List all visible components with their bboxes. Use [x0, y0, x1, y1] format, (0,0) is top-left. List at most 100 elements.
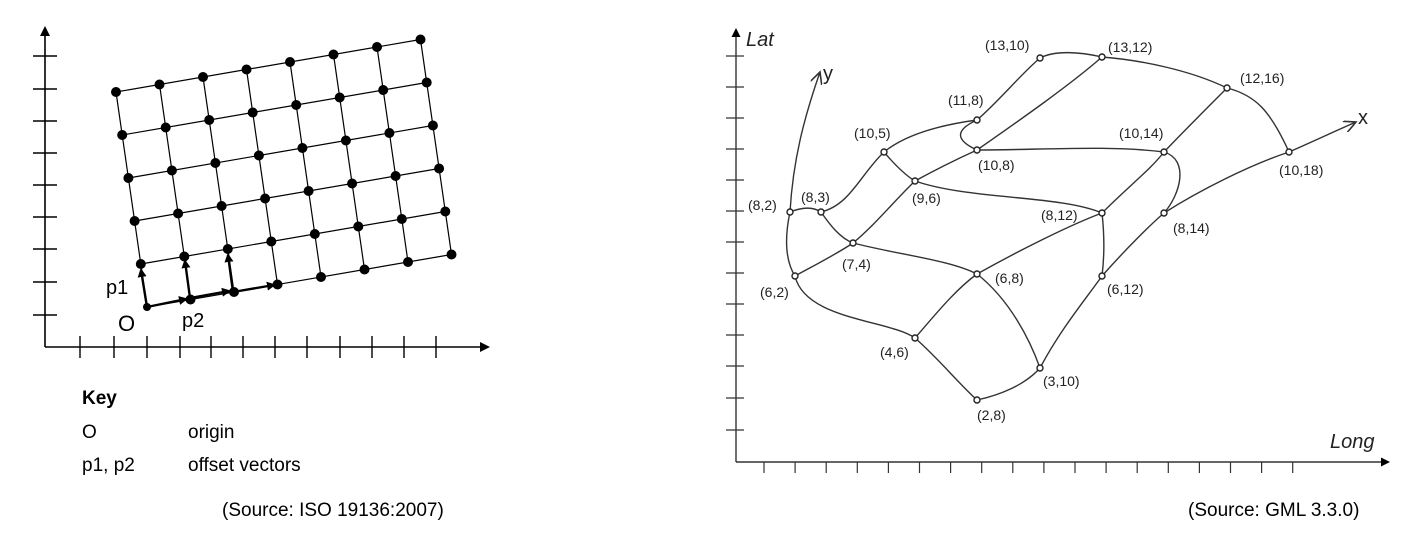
x-direction-arrow — [1288, 122, 1356, 153]
grid-point — [247, 107, 258, 118]
grid-node — [817, 208, 825, 216]
grid-point — [253, 150, 264, 161]
grid-point — [440, 206, 451, 217]
left-source-caption: (Source: ISO 19136:2007) — [222, 500, 444, 521]
grid-curve — [794, 275, 916, 339]
grid-point — [347, 178, 358, 189]
grid-curve — [976, 367, 1041, 401]
grid-point — [111, 87, 121, 97]
grid-point — [378, 85, 389, 95]
grid-row-line — [122, 81, 427, 136]
grid-col-line — [245, 69, 279, 285]
x-direction-label: x — [1358, 107, 1368, 129]
origin-label: O — [118, 311, 135, 336]
grid-point — [421, 77, 432, 88]
grid-point — [241, 64, 252, 75]
grid-point — [285, 57, 295, 67]
grid-point — [216, 201, 227, 211]
grid-figure: O p1 p2 — [33, 26, 490, 358]
grid-node-label: (6,2) — [760, 284, 789, 300]
grid-curve — [1226, 87, 1290, 153]
grid-node — [1160, 148, 1168, 156]
grid-node-label: (2,8) — [977, 407, 1006, 423]
grid-point — [434, 163, 445, 174]
grid-curve — [794, 242, 854, 277]
grid-point — [372, 42, 382, 52]
grid-node-label: (8,3) — [801, 189, 830, 205]
grid-curve — [976, 56, 1103, 151]
p2-label: p2 — [182, 310, 204, 332]
grid-curve — [1101, 56, 1228, 89]
grid-node-label: (10,8) — [978, 157, 1015, 173]
grid-point — [204, 115, 215, 125]
grid-curve — [1101, 212, 1105, 277]
grid-point — [309, 229, 320, 239]
grid-curve — [914, 149, 978, 182]
grid-node-label: (9,6) — [912, 190, 941, 206]
grid-point — [179, 251, 190, 262]
grid-point — [198, 72, 208, 82]
lat-axis-label: Lat — [746, 29, 775, 51]
curvilinear-grid-figure: Lat Long — [726, 28, 1390, 473]
grid-point — [353, 221, 364, 232]
grid-curve — [914, 273, 978, 339]
grid-col-line — [289, 61, 322, 278]
grid-point — [396, 214, 407, 224]
grid-node — [1036, 54, 1044, 62]
grid-curve — [1039, 275, 1103, 369]
grid-point — [316, 272, 326, 282]
grid-point — [129, 216, 140, 226]
p1-label: p1 — [106, 277, 128, 299]
grid-curve — [1101, 151, 1165, 214]
grid-row-line — [134, 167, 440, 222]
grid-curve — [1163, 151, 1290, 214]
grid-node-labels: (13,10) (13,12) (12,16) (11,8) (10,5) (10,14)… — [748, 37, 1323, 423]
grid-point — [390, 171, 401, 181]
grid-node-label: (6,8) — [995, 270, 1024, 286]
grid-node — [1098, 272, 1106, 280]
grid-point — [297, 143, 308, 153]
grid-node — [791, 272, 799, 280]
grid-node — [1098, 53, 1106, 61]
p2-vector-repeat — [189, 287, 231, 300]
left-axis-ticks — [33, 55, 437, 358]
grid-point — [359, 264, 370, 275]
grid-row-line — [115, 38, 421, 93]
grid-node — [973, 116, 981, 124]
grid-node — [911, 334, 919, 342]
grid-col-line — [419, 39, 453, 255]
grid-point — [334, 92, 345, 103]
grid-node-label: (13,12) — [1108, 39, 1152, 55]
grid-point — [210, 158, 221, 168]
grid-node-label: (6,12) — [1107, 281, 1144, 297]
grid-node-label: (12,16) — [1240, 70, 1284, 86]
grid-nodes — [786, 53, 1293, 404]
y-direction-arrow — [789, 72, 820, 213]
grid-node-label: (7,4) — [842, 256, 871, 272]
grid-point — [135, 259, 146, 269]
grid-node — [1223, 84, 1231, 92]
key-symbol-offsets: p1, p2 — [82, 455, 135, 476]
right-axis-ticks — [726, 55, 1294, 473]
grid-curve — [852, 242, 978, 275]
grid-point — [173, 208, 184, 219]
grid-col-line — [376, 46, 409, 263]
grid-curve — [852, 180, 916, 244]
grid-point — [266, 236, 277, 247]
grid-row-line — [146, 253, 452, 308]
grid-node — [1160, 209, 1168, 217]
key-title: Key — [82, 388, 117, 409]
grid-curve — [1163, 87, 1228, 153]
p2-vector-repeat — [232, 281, 276, 294]
grid-point — [415, 34, 426, 45]
grid-curve — [1039, 51, 1103, 59]
y-direction-label: y — [823, 63, 833, 85]
grid-node — [849, 239, 857, 247]
grid-point — [160, 122, 171, 133]
grid-node-label: (8,12) — [1041, 207, 1078, 223]
p1-vector-repeat — [224, 253, 235, 293]
grid-curve — [914, 180, 1103, 214]
grid-node — [880, 148, 888, 156]
grid-node-label: (10,14) — [1119, 125, 1163, 141]
